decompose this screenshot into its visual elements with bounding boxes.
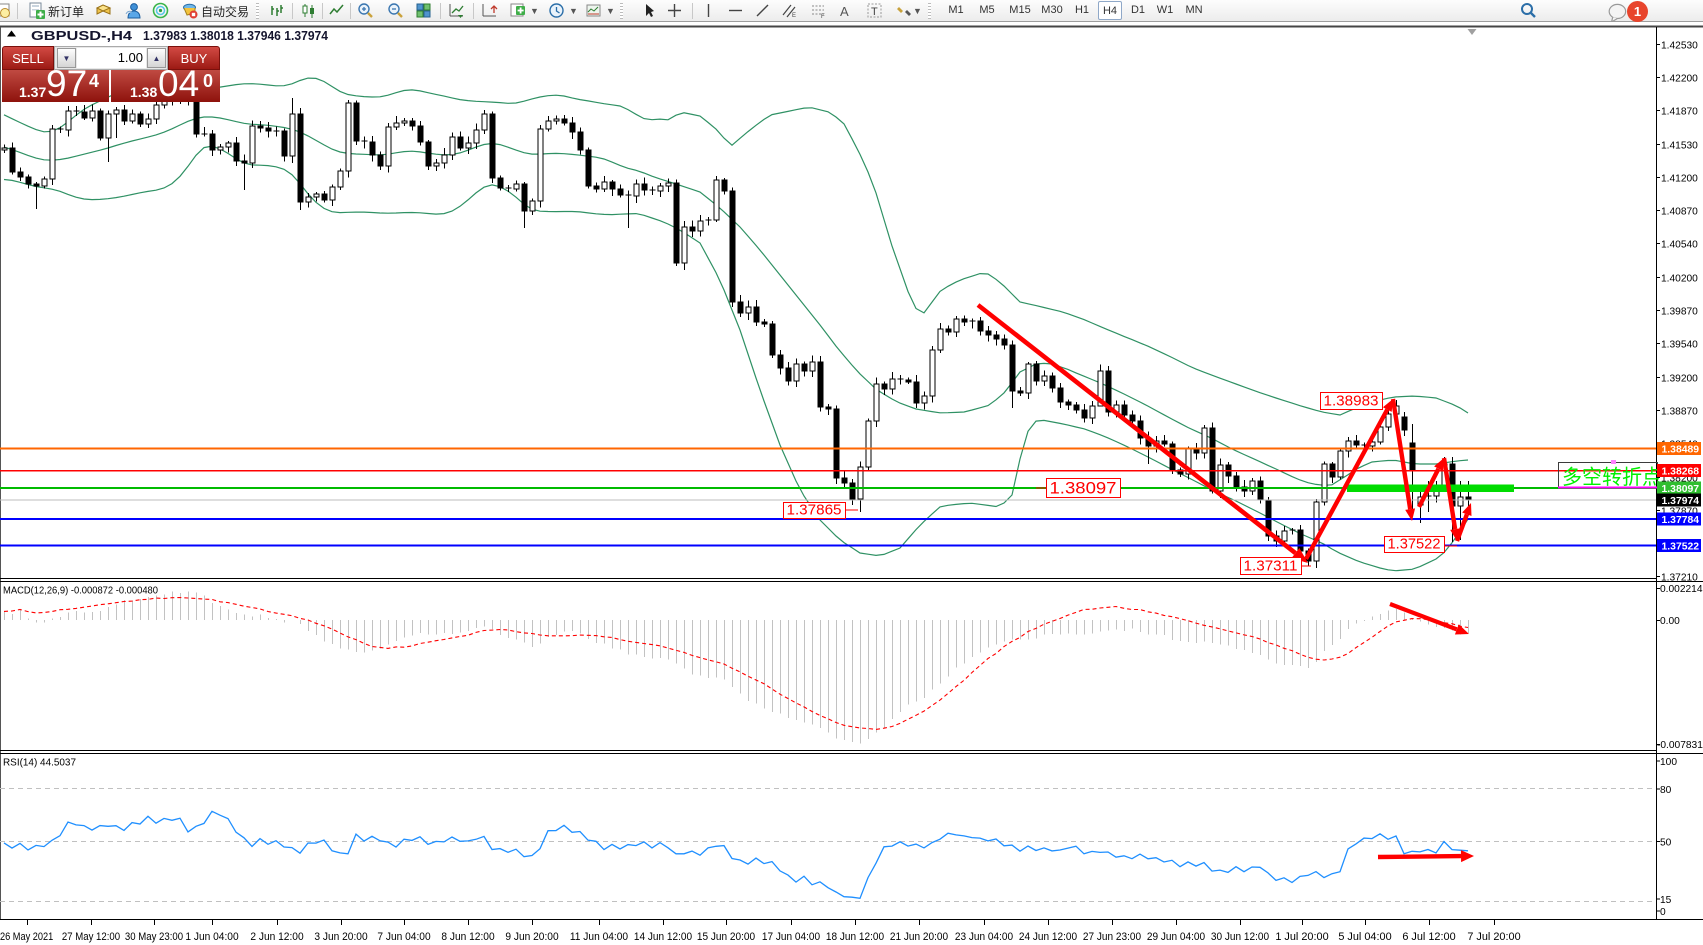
- svg-text:F: F: [821, 14, 825, 19]
- svg-text:1.38870: 1.38870: [1661, 406, 1698, 417]
- svg-text:GBPUSD-,H4: GBPUSD-,H4: [31, 29, 132, 43]
- svg-text:0.00: 0.00: [1660, 616, 1680, 627]
- svg-text:RSI(14) 44.5037: RSI(14) 44.5037: [3, 757, 76, 769]
- svg-text:8 Jun 12:00: 8 Jun 12:00: [441, 931, 494, 943]
- svg-text:1.39870: 1.39870: [1661, 306, 1698, 317]
- svg-text:15 Jun 20:00: 15 Jun 20:00: [697, 931, 755, 943]
- svg-text:多空转折点: 多空转折点: [1562, 466, 1662, 489]
- svg-text:2 Jun 12:00: 2 Jun 12:00: [250, 931, 303, 943]
- svg-text:1.42530: 1.42530: [1661, 40, 1698, 51]
- svg-text:1.37311: 1.37311: [1244, 558, 1298, 575]
- svg-text:30 Jun 12:00: 30 Jun 12:00: [1211, 931, 1269, 943]
- svg-text:26 May 2021: 26 May 2021: [0, 931, 53, 943]
- svg-text:17 Jun 04:00: 17 Jun 04:00: [762, 931, 820, 943]
- svg-text:1.38983: 1.38983: [1324, 393, 1379, 410]
- svg-text:21 Jun 20:00: 21 Jun 20:00: [890, 931, 948, 943]
- svg-text:1.41870: 1.41870: [1661, 106, 1698, 117]
- svg-text:1.38097: 1.38097: [1050, 480, 1117, 498]
- svg-text:0: 0: [1660, 907, 1666, 918]
- svg-text:14 Jun 12:00: 14 Jun 12:00: [634, 931, 692, 943]
- svg-text:T: T: [871, 6, 878, 18]
- svg-text:100: 100: [1660, 757, 1677, 768]
- svg-text:E: E: [792, 13, 796, 19]
- svg-text:1.38268: 1.38268: [1662, 467, 1700, 478]
- svg-text:-0.007831: -0.007831: [1657, 740, 1703, 751]
- svg-text:27 Jun 23:00: 27 Jun 23:00: [1083, 931, 1141, 943]
- svg-text:24 Jun 12:00: 24 Jun 12:00: [1019, 931, 1077, 943]
- svg-text:1.39540: 1.39540: [1661, 339, 1698, 350]
- svg-text:29 Jun 04:00: 29 Jun 04:00: [1147, 931, 1205, 943]
- svg-text:1.38200: 1.38200: [1661, 473, 1698, 484]
- svg-text:5 Jul 04:00: 5 Jul 04:00: [1338, 931, 1391, 943]
- svg-text:23 Jun 04:00: 23 Jun 04:00: [955, 931, 1013, 943]
- svg-text:1.37210: 1.37210: [1661, 572, 1698, 583]
- svg-text:1.37784: 1.37784: [1662, 515, 1700, 526]
- svg-text:1.40200: 1.40200: [1661, 273, 1698, 284]
- svg-text:1.37870: 1.37870: [1661, 506, 1698, 517]
- svg-text:1.40540: 1.40540: [1661, 239, 1698, 250]
- svg-text:18 Jun 12:00: 18 Jun 12:00: [826, 931, 884, 943]
- svg-text:1.37974: 1.37974: [1662, 496, 1700, 507]
- svg-text:1.37865: 1.37865: [787, 502, 842, 519]
- svg-text:1 Jun 04:00: 1 Jun 04:00: [185, 931, 238, 943]
- svg-text:80: 80: [1660, 785, 1672, 796]
- svg-text:7 Jul 20:00: 7 Jul 20:00: [1467, 931, 1520, 943]
- svg-text:1.37522: 1.37522: [1662, 541, 1700, 552]
- svg-text:1.38097: 1.38097: [1662, 484, 1700, 495]
- svg-text:7 Jun 04:00: 7 Jun 04:00: [377, 931, 430, 943]
- svg-text:9 Jun 20:00: 9 Jun 20:00: [505, 931, 558, 943]
- svg-text:1.42200: 1.42200: [1661, 73, 1698, 84]
- svg-text:11 Jun 04:00: 11 Jun 04:00: [570, 931, 628, 943]
- svg-text:1.41200: 1.41200: [1661, 173, 1698, 184]
- svg-text:50: 50: [1660, 837, 1672, 848]
- svg-text:1.40870: 1.40870: [1661, 206, 1698, 217]
- svg-text:1.39200: 1.39200: [1661, 373, 1698, 384]
- svg-text:1.37983 1.38018 1.37946 1.3797: 1.37983 1.38018 1.37946 1.37974: [143, 29, 328, 43]
- svg-text:1.37522: 1.37522: [1388, 536, 1441, 553]
- svg-text:0.002214: 0.002214: [1660, 584, 1703, 595]
- svg-text:1 Jul 20:00: 1 Jul 20:00: [1275, 931, 1328, 943]
- svg-text:30 May 23:00: 30 May 23:00: [125, 931, 183, 943]
- svg-text:6 Jul 12:00: 6 Jul 12:00: [1402, 931, 1455, 943]
- svg-text:3 Jun 20:00: 3 Jun 20:00: [314, 931, 367, 943]
- svg-text:1.38489: 1.38489: [1662, 445, 1700, 456]
- svg-text:MACD(12,26,9) -0.000872 -0.000: MACD(12,26,9) -0.000872 -0.000480: [3, 585, 158, 597]
- svg-text:15: 15: [1660, 895, 1672, 906]
- svg-text:1.41530: 1.41530: [1661, 140, 1698, 151]
- svg-text:27 May 12:00: 27 May 12:00: [62, 931, 120, 943]
